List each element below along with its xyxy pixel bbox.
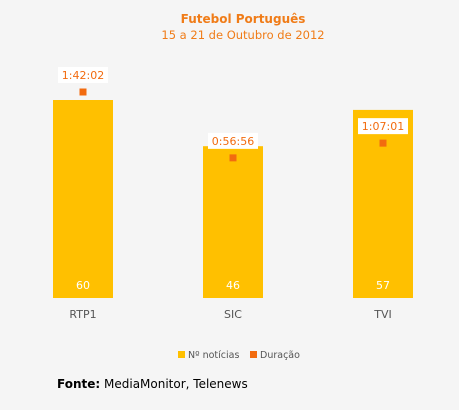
chart-subtitle: 15 a 21 de Outubro de 2012 bbox=[161, 28, 324, 42]
duration-label-box-rtp1 bbox=[58, 67, 108, 83]
legend-swatch-duration bbox=[250, 351, 257, 358]
source-text: MediaMonitor, Telenews bbox=[104, 377, 248, 391]
duration-label-sic: 0:56:56 bbox=[212, 135, 254, 148]
duration-label-box-sic bbox=[208, 132, 258, 149]
category-label-rtp1: RTP1 bbox=[69, 308, 96, 321]
bar-value-label-sic: 46 bbox=[226, 279, 240, 292]
duration-label-rtp1: 1:42:02 bbox=[62, 69, 104, 82]
bar-sic bbox=[203, 146, 263, 298]
bar-value-label-tvi: 57 bbox=[376, 279, 390, 292]
category-label-sic: SIC bbox=[224, 308, 242, 321]
source-label: Fonte: bbox=[57, 377, 101, 391]
bar-rtp1 bbox=[53, 100, 113, 298]
duration-label-box-tvi bbox=[358, 118, 408, 135]
bars-layer bbox=[53, 100, 413, 299]
legend-label-count: Nº notícias bbox=[188, 350, 239, 361]
source-note: Fonte: MediaMonitor, Telenews bbox=[57, 377, 248, 391]
legend-label-duration: Duração bbox=[260, 350, 300, 361]
markers-layer bbox=[79, 88, 387, 162]
bar-value-label-rtp1: 60 bbox=[76, 279, 90, 292]
category-label-tvi: TVI bbox=[373, 308, 392, 321]
chart-title: Futebol Português bbox=[181, 12, 306, 26]
duration-label-tvi: 1:07:01 bbox=[362, 120, 404, 133]
duration-marker-sic bbox=[229, 154, 237, 162]
chart-legend: Nº notícias Duração bbox=[178, 350, 300, 361]
duration-marker-rtp1 bbox=[79, 88, 87, 96]
bar-tvi bbox=[353, 109, 413, 299]
duration-marker-tvi bbox=[379, 139, 387, 147]
labels-layer: 60 RTP1 1:42:02 46 SIC 0:56:56 57 TVI 1:07:01 bbox=[58, 67, 408, 321]
legend-swatch-count bbox=[178, 351, 185, 358]
